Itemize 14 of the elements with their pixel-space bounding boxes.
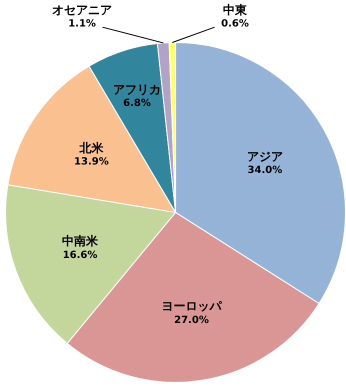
- data-label: 16.6%: [62, 250, 98, 261]
- slice-label: アフリカ: [113, 82, 161, 96]
- data-label: 13.9%: [74, 156, 109, 168]
- slice-label: オセアニア: [52, 2, 112, 17]
- data-label: 27.0%: [174, 314, 209, 326]
- data-label: 1.1%: [68, 18, 96, 30]
- data-label: 34.0%: [248, 165, 282, 176]
- slice-label: 中東: [223, 2, 248, 17]
- slice-label: アジア: [246, 149, 283, 164]
- slice-label: ヨーロッパ: [161, 299, 222, 314]
- data-label: 0.6%: [221, 18, 249, 30]
- data-label: 6.8%: [123, 98, 151, 109]
- slice-label: 北米: [78, 140, 104, 155]
- slice-label: 中南米: [62, 234, 100, 248]
